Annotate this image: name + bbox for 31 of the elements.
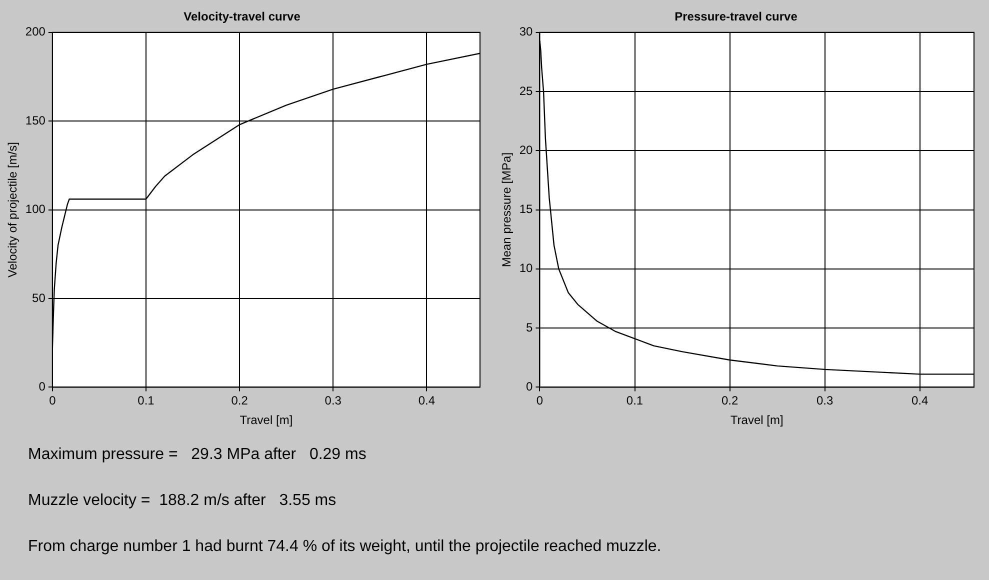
y-axis-title: Velocity of projectile [m/s] — [6, 142, 20, 278]
x-tick-label: 0.4 — [418, 394, 436, 408]
y-tick-label: 25 — [519, 84, 534, 98]
x-tick-label: 0 — [536, 394, 544, 408]
x-tick-label: 0.3 — [324, 394, 342, 408]
y-tick-label: 150 — [25, 113, 46, 128]
text: Muzzle velocity = 188.2 m/s after 3.55 ms — [28, 491, 338, 511]
y-tick-label: 0 — [526, 380, 534, 394]
chart-title: Pressure-travel curve — [674, 10, 798, 24]
y-tick-label: 30 — [519, 24, 534, 39]
x-tick-label: 0.3 — [816, 394, 834, 408]
x-tick-label: 0.2 — [231, 394, 248, 408]
y-axis-title: Mean pressure [MPa] — [500, 152, 514, 268]
x-tick-label: 0.4 — [911, 394, 928, 408]
x-tick-label: 0.1 — [626, 394, 644, 408]
y-tick-label: 100 — [25, 202, 46, 216]
x-tick-label: 0.2 — [721, 394, 738, 408]
y-tick-label: 50 — [32, 290, 46, 305]
x-axis-title: Travel [m] — [730, 413, 784, 428]
text: Maximum pressure = 29.3 MPa after 0.29 ms — [28, 445, 368, 465]
y-tick-label: 15 — [519, 202, 534, 216]
y-tick-label: 5 — [526, 320, 534, 334]
x-axis-title: Travel [m] — [240, 413, 293, 428]
y-tick-label: 10 — [519, 261, 534, 276]
x-tick-label: 0.1 — [138, 394, 155, 408]
y-tick-label: 200 — [25, 24, 46, 39]
y-tick-label: 20 — [519, 142, 534, 157]
text: From charge number 1 had burnt 74.4 % of its weight, until the projectile reached muzzle. — [28, 537, 662, 557]
x-tick-label: 0 — [49, 394, 56, 408]
y-tick-label: 0 — [38, 380, 46, 394]
chart-title: Velocity-travel curve — [184, 10, 301, 24]
